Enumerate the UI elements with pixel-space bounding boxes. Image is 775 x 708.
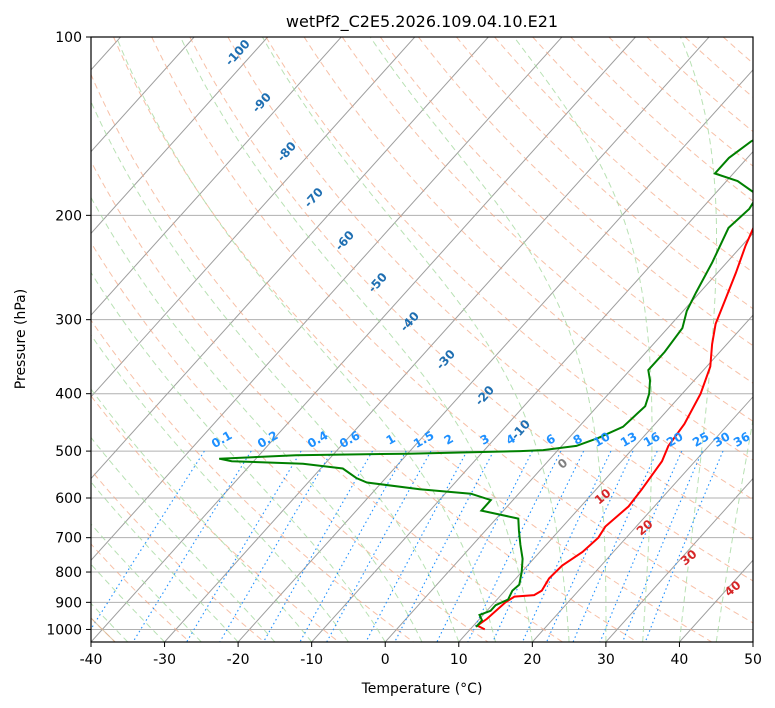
dewpoint-line bbox=[219, 139, 753, 628]
y-tick-label: 700 bbox=[55, 531, 82, 547]
mixing-ratio-line bbox=[186, 450, 302, 642]
mixing-ratio-line bbox=[299, 450, 407, 642]
mixing-ratio-line bbox=[263, 450, 373, 642]
isotherm-line bbox=[531, 396, 753, 642]
dry-adiabat-line bbox=[91, 160, 563, 642]
y-tick-label: 100 bbox=[55, 30, 82, 46]
x-tick-label: -40 bbox=[80, 652, 103, 668]
profile-lines bbox=[219, 139, 753, 631]
y-tick-label: 600 bbox=[55, 491, 82, 507]
dry-adiabat-line bbox=[570, 37, 753, 202]
x-tick-label: 30 bbox=[597, 652, 615, 668]
dry-adiabat-line bbox=[91, 469, 265, 642]
y-tick-label: 500 bbox=[55, 444, 82, 460]
mixing-ratio-line bbox=[365, 450, 468, 642]
mixing-ratio-line bbox=[521, 450, 612, 642]
mixing-ratio-line bbox=[219, 450, 333, 642]
plot-frame bbox=[90, 36, 754, 643]
mixing-ratio-line bbox=[622, 450, 703, 642]
dry-adiabat-line bbox=[91, 73, 638, 642]
moist-adiabat-line bbox=[115, 37, 497, 642]
x-tick-label: 10 bbox=[450, 652, 468, 668]
dry-adiabat-line bbox=[91, 319, 414, 642]
y-tick-label: 400 bbox=[55, 387, 82, 403]
moist-adiabat-line bbox=[91, 271, 386, 642]
isotherm-line bbox=[163, 37, 710, 642]
moist-adiabat-line bbox=[715, 417, 753, 642]
mixing-ratio-line bbox=[326, 450, 432, 642]
isotherm-line bbox=[310, 150, 753, 642]
y-axis: 100 200 300 400 500 600 700 800 900 1000 bbox=[46, 30, 91, 638]
dry-adiabat-line bbox=[303, 37, 753, 461]
mixing-ratio-line bbox=[132, 450, 252, 642]
dry-adiabat-line bbox=[91, 241, 489, 642]
moist-adiabat-line bbox=[91, 481, 239, 642]
isotherm-line bbox=[458, 314, 753, 642]
x-tick-label: -30 bbox=[153, 652, 176, 668]
x-tick-label: 40 bbox=[671, 652, 689, 668]
x-axis: -40 -30 -20 -10 0 10 20 30 40 50 bbox=[80, 642, 762, 668]
dry-adiabat-line bbox=[189, 37, 753, 582]
moist-adiabat-line bbox=[261, 37, 570, 642]
background-lines bbox=[91, 37, 753, 642]
x-tick-label: 50 bbox=[744, 652, 762, 668]
y-tick-label: 800 bbox=[55, 565, 82, 581]
moist-adiabat-line bbox=[179, 37, 533, 642]
dry-adiabat-line bbox=[151, 37, 753, 624]
isotherm-line bbox=[91, 37, 490, 480]
x-tick-label: 0 bbox=[381, 652, 390, 668]
y-tick-label: 300 bbox=[55, 313, 82, 329]
isotherm-line bbox=[91, 37, 342, 316]
y-tick-label: 1000 bbox=[46, 622, 82, 638]
moist-adiabat-line bbox=[678, 37, 717, 642]
isotherm-line bbox=[91, 37, 416, 398]
dry-adiabat-line bbox=[532, 37, 753, 238]
isotherm-line bbox=[237, 69, 753, 642]
isotherm-line bbox=[91, 37, 637, 642]
temperature-line bbox=[475, 226, 753, 631]
x-tick-label: -10 bbox=[300, 652, 323, 668]
isotherm-line bbox=[605, 477, 753, 642]
dry-adiabat-line bbox=[418, 37, 753, 347]
chart-title: wetPf2_C2E5.2026.109.04.10.E21 bbox=[286, 12, 558, 32]
isotherm-line bbox=[91, 37, 195, 153]
dry-adiabat-line bbox=[379, 37, 753, 384]
mixing-ratio-line bbox=[644, 450, 724, 642]
moist-adiabat-line bbox=[513, 37, 653, 642]
mixing-ratio-line bbox=[492, 450, 585, 642]
moist-adiabat-line bbox=[91, 436, 276, 642]
moist-adiabat-line bbox=[91, 100, 460, 642]
x-tick-label: 20 bbox=[523, 652, 541, 668]
moist-adiabat-line bbox=[91, 334, 349, 642]
moist-adiabat-line bbox=[91, 388, 313, 642]
dry-adiabat-line bbox=[227, 37, 753, 541]
x-axis-label: Temperature (°C) bbox=[361, 681, 483, 697]
y-axis-label: Pressure (hPa) bbox=[13, 289, 29, 389]
dry-adiabat-line bbox=[113, 37, 713, 642]
isotherm-line bbox=[91, 37, 563, 562]
y-tick-label: 900 bbox=[55, 595, 82, 611]
isotherm-line bbox=[384, 232, 753, 642]
dry-adiabat-line bbox=[341, 37, 753, 422]
moist-adiabat-line bbox=[369, 37, 607, 642]
y-tick-label: 200 bbox=[55, 208, 82, 224]
x-tick-label: -20 bbox=[227, 652, 250, 668]
mixing-ratio-line bbox=[91, 450, 205, 631]
dry-adiabat-line bbox=[265, 37, 753, 501]
mixing-ratio-line bbox=[599, 450, 683, 642]
mixing-ratio-line bbox=[572, 450, 658, 642]
isotherm-line bbox=[91, 37, 269, 235]
